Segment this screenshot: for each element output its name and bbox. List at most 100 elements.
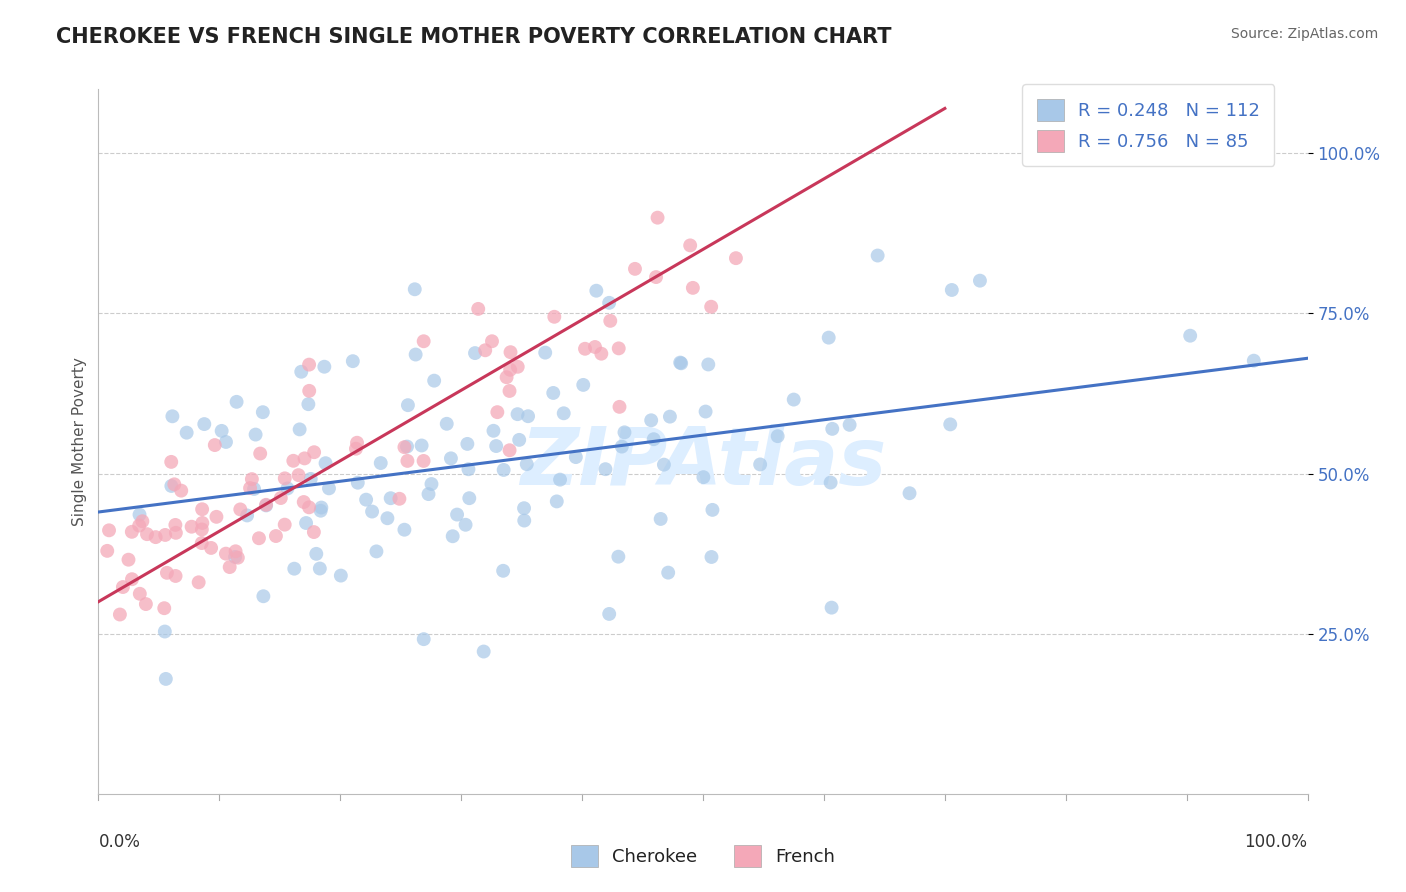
Point [498, 443, 520, 458]
Point [610, 440, 633, 454]
Point [283, 454, 305, 468]
Point [225, 544, 247, 558]
Point [165, 517, 187, 532]
Point [190, 536, 212, 550]
Point [318, 481, 340, 495]
Point [162, 409, 184, 424]
Point [108, 607, 131, 622]
Point [598, 296, 620, 310]
Point [315, 456, 337, 470]
Point [697, 358, 720, 372]
Point [394, 440, 416, 454]
Point [298, 358, 321, 372]
Point [454, 517, 477, 532]
Point [388, 491, 411, 506]
Point [170, 483, 193, 498]
Point [380, 491, 402, 506]
Point [441, 529, 464, 543]
Point [128, 587, 150, 601]
Point [96, 544, 118, 558]
Point [394, 523, 416, 537]
Point [236, 508, 259, 523]
Point [613, 425, 636, 440]
Text: ZIPAtlas: ZIPAtlas [520, 424, 886, 501]
Point [299, 472, 322, 486]
Point [270, 491, 292, 505]
Point [492, 463, 515, 477]
Point [866, 248, 889, 262]
Point [135, 597, 157, 611]
Point [640, 413, 662, 427]
Point [412, 454, 434, 468]
Point [574, 342, 596, 356]
Point [820, 600, 842, 615]
Point [302, 445, 325, 459]
Point [498, 384, 520, 398]
Point [193, 417, 215, 431]
Point [607, 342, 630, 356]
Point [749, 458, 772, 472]
Point [553, 406, 575, 420]
Point [153, 624, 176, 639]
Point [215, 434, 238, 449]
Point [446, 508, 468, 522]
Point [440, 451, 463, 466]
Point [458, 491, 481, 506]
Point [128, 518, 150, 533]
Point [225, 394, 247, 409]
Point [464, 346, 486, 360]
Point [624, 261, 647, 276]
Point [165, 569, 187, 583]
Point [474, 343, 496, 358]
Point [176, 425, 198, 440]
Point [404, 282, 426, 296]
Point [308, 561, 330, 575]
Text: CHEROKEE VS FRENCH SINGLE MOTHER POVERTY CORRELATION CHART: CHEROKEE VS FRENCH SINGLE MOTHER POVERTY… [56, 27, 891, 46]
Point [766, 429, 789, 443]
Point [941, 283, 963, 297]
Point [346, 435, 368, 450]
Legend: Cherokee, French: Cherokee, French [564, 838, 842, 874]
Point [329, 568, 352, 582]
Legend: R = 0.248   N = 112, R = 0.756   N = 85: R = 0.248 N = 112, R = 0.756 N = 85 [1022, 84, 1274, 166]
Point [499, 345, 522, 359]
Point [650, 512, 672, 526]
Point [481, 334, 503, 349]
Point [366, 544, 388, 558]
Point [607, 549, 630, 564]
Point [254, 499, 277, 513]
Point [492, 564, 515, 578]
Point [702, 503, 724, 517]
Point [495, 370, 517, 384]
Point [128, 508, 150, 522]
Point [658, 409, 681, 424]
Point [541, 386, 564, 401]
Point [305, 547, 328, 561]
Point [131, 514, 153, 528]
Point [546, 494, 568, 508]
Point [273, 517, 295, 532]
Point [160, 479, 183, 493]
Point [572, 378, 595, 392]
Point [252, 405, 274, 419]
Point [598, 607, 620, 621]
Point [599, 314, 621, 328]
Point [191, 502, 214, 516]
Point [669, 355, 692, 369]
Point [1243, 353, 1265, 368]
Point [595, 462, 617, 476]
Point [229, 502, 252, 516]
Point [370, 456, 392, 470]
Point [513, 501, 536, 516]
Point [499, 363, 522, 377]
Point [287, 468, 309, 483]
Point [288, 422, 311, 436]
Point [283, 562, 305, 576]
Point [302, 524, 325, 539]
Point [346, 475, 368, 490]
Point [165, 525, 187, 540]
Point [838, 417, 860, 432]
Point [423, 374, 446, 388]
Point [342, 354, 364, 368]
Point [583, 340, 606, 354]
